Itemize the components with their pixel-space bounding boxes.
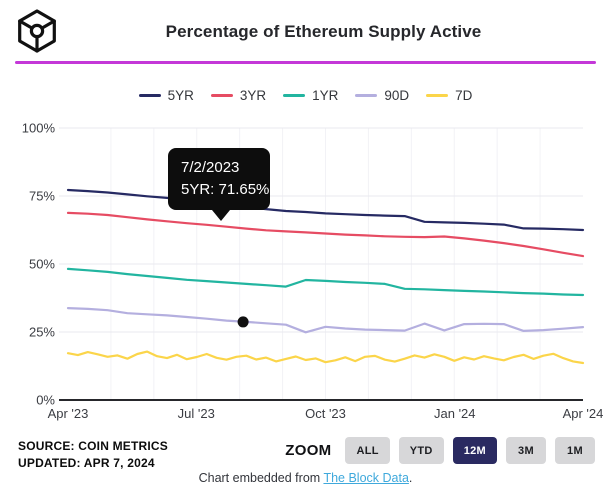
x-tick-label: Oct '23 <box>305 406 346 421</box>
legend-swatch-90d <box>355 93 378 98</box>
series-line-90d <box>66 307 585 334</box>
hover-marker-dot <box>237 316 249 328</box>
zoom-controls: ZOOM ALL YTD 12M 3M 1M <box>285 437 595 464</box>
source-attribution: SOURCE: COIN METRICS UPDATED: APR 7, 202… <box>18 438 168 472</box>
legend-item-3yr[interactable]: 3YR <box>210 88 267 103</box>
tooltip-date: 7/2/2023 <box>181 159 240 176</box>
header-divider <box>15 61 596 64</box>
the-block-data-link[interactable]: The Block Data <box>323 471 409 485</box>
chart-tooltip: 7/2/2023 5YR: 71.65% <box>168 148 270 221</box>
legend-label: 1YR <box>312 88 339 103</box>
legend-swatch-3yr <box>210 93 233 98</box>
zoom-button-all[interactable]: ALL <box>345 437 390 464</box>
series-line-5yr <box>66 188 585 232</box>
zoom-button-ytd[interactable]: YTD <box>398 437 444 464</box>
source-line: SOURCE: COIN METRICS <box>18 439 169 453</box>
y-tick-label: 75% <box>29 189 55 204</box>
legend-item-1yr[interactable]: 1YR <box>283 88 338 103</box>
zoom-button-1m[interactable]: 1M <box>555 437 595 464</box>
zoom-button-12m[interactable]: 12M <box>452 437 497 464</box>
y-tick-label: 25% <box>29 325 55 340</box>
x-tick-label: Jan '24 <box>434 406 476 421</box>
y-tick-label: 100% <box>22 121 56 136</box>
legend-swatch-5yr <box>138 93 161 98</box>
x-tick-label: Apr '23 <box>48 406 89 421</box>
legend-label: 5YR <box>167 88 194 103</box>
legend-item-90d[interactable]: 90D <box>355 88 409 103</box>
the-block-logo-icon[interactable] <box>14 8 60 54</box>
legend-label: 3YR <box>239 88 267 103</box>
x-tick-label: Jul '23 <box>178 406 215 421</box>
legend-swatch-1yr <box>283 93 306 98</box>
zoom-label: ZOOM <box>285 442 332 459</box>
series-line-7d <box>66 350 585 365</box>
legend-item-5yr[interactable]: 5YR <box>138 88 194 103</box>
series-line-3yr <box>66 211 585 258</box>
chart-legend: 5YR 3YR 1YR 90D 7D <box>0 88 611 103</box>
series-line-1yr <box>66 267 585 297</box>
y-tick-label: 0% <box>36 393 55 408</box>
tooltip-value: 5YR: 71.65% <box>181 181 270 198</box>
page-title: Percentage of Ethereum Supply Active <box>165 22 482 41</box>
legend-label: 90D <box>384 88 410 103</box>
embed-suffix-text: . <box>408 471 413 485</box>
embed-attribution: Chart embedded from The Block Data. <box>0 471 611 485</box>
updated-line: UPDATED: APR 7, 2024 <box>18 456 155 470</box>
embed-prefix-text: Chart embedded from <box>198 471 324 485</box>
legend-item-7d[interactable]: 7D <box>426 88 472 103</box>
y-tick-label: 50% <box>29 257 55 272</box>
legend-label: 7D <box>455 88 473 103</box>
x-tick-label: Apr '24 <box>563 406 604 421</box>
legend-swatch-7d <box>426 93 449 98</box>
zoom-button-3m[interactable]: 3M <box>506 437 546 464</box>
